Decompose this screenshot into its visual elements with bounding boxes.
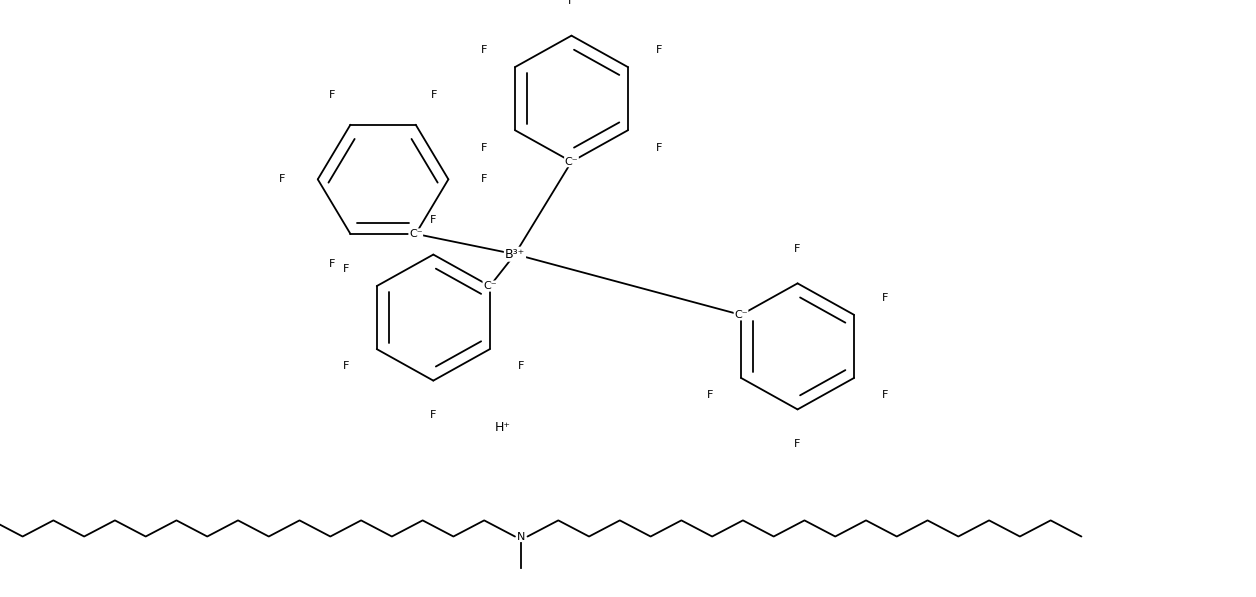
Text: F: F [279,174,285,184]
Text: F: F [329,259,335,269]
Text: F: F [882,390,888,400]
Text: F: F [882,293,888,303]
Text: F: F [656,143,662,152]
Text: F: F [481,45,487,55]
Text: F: F [568,0,575,6]
Text: C⁻: C⁻ [484,281,496,291]
Text: F: F [707,390,713,400]
Text: F: F [430,410,437,420]
Text: C⁻: C⁻ [735,310,747,320]
Text: B³⁺: B³⁺ [505,248,525,261]
Text: F: F [481,143,487,152]
Text: F: F [329,90,335,100]
Text: N: N [517,531,525,541]
Text: C⁻: C⁻ [565,156,578,167]
Text: H⁺: H⁺ [495,420,510,433]
Text: F: F [431,90,437,100]
Text: F: F [656,45,662,55]
Text: C⁻: C⁻ [409,229,422,239]
Text: F: F [430,215,437,225]
Text: F: F [343,264,349,274]
Text: F: F [343,361,349,371]
Text: F: F [481,174,487,184]
Text: F: F [517,361,524,371]
Text: F: F [794,244,801,254]
Text: F: F [794,439,801,449]
